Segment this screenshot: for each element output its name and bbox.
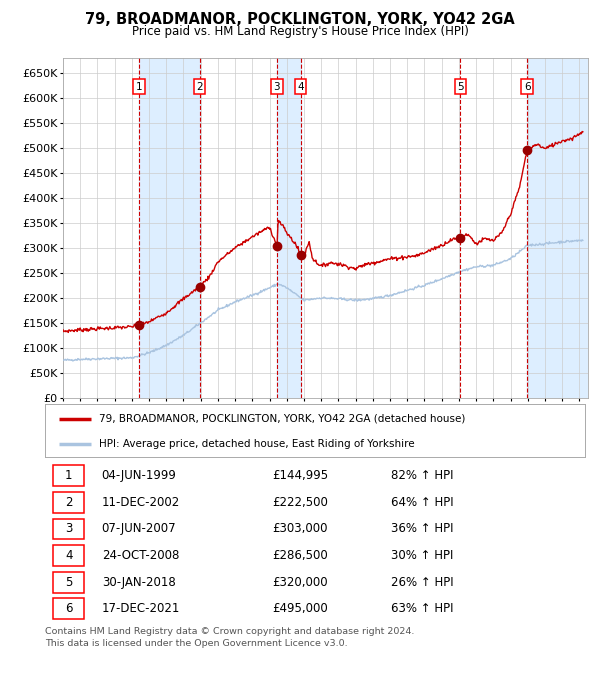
FancyBboxPatch shape [53,572,85,593]
Text: 3: 3 [65,522,73,535]
Text: 30-JAN-2018: 30-JAN-2018 [101,576,175,589]
Text: Contains HM Land Registry data © Crown copyright and database right 2024.: Contains HM Land Registry data © Crown c… [45,627,415,636]
Text: 6: 6 [524,82,530,92]
Text: HPI: Average price, detached house, East Riding of Yorkshire: HPI: Average price, detached house, East… [99,439,415,449]
Bar [139,58,200,398]
Text: 07-JUN-2007: 07-JUN-2007 [101,522,176,535]
Text: Price paid vs. HM Land Registry's House Price Index (HPI): Price paid vs. HM Land Registry's House … [131,25,469,38]
Text: £495,000: £495,000 [272,602,328,615]
Text: 4: 4 [298,82,304,92]
FancyBboxPatch shape [53,492,85,513]
Text: 2: 2 [196,82,203,92]
Text: 26% ↑ HPI: 26% ↑ HPI [391,576,453,589]
Text: 6: 6 [65,602,73,615]
Text: 5: 5 [65,576,73,589]
Text: £144,995: £144,995 [272,469,328,482]
Text: 1: 1 [136,82,142,92]
Text: 3: 3 [274,82,280,92]
Text: 64% ↑ HPI: 64% ↑ HPI [391,496,453,509]
Text: 24-OCT-2008: 24-OCT-2008 [101,549,179,562]
Text: 11-DEC-2002: 11-DEC-2002 [101,496,180,509]
Text: 4: 4 [65,549,73,562]
Text: 63% ↑ HPI: 63% ↑ HPI [391,602,453,615]
Text: £303,000: £303,000 [272,522,328,535]
Text: 30% ↑ HPI: 30% ↑ HPI [391,549,453,562]
FancyBboxPatch shape [53,598,85,619]
Bar [277,58,301,398]
Text: 36% ↑ HPI: 36% ↑ HPI [391,522,453,535]
Bar [527,58,588,398]
Text: £320,000: £320,000 [272,576,328,589]
Text: 2: 2 [65,496,73,509]
Text: 17-DEC-2021: 17-DEC-2021 [101,602,180,615]
FancyBboxPatch shape [53,465,85,486]
FancyBboxPatch shape [53,545,85,566]
Text: 5: 5 [457,82,464,92]
Text: £222,500: £222,500 [272,496,328,509]
Text: 1: 1 [65,469,73,482]
Text: This data is licensed under the Open Government Licence v3.0.: This data is licensed under the Open Gov… [45,639,347,648]
Text: 79, BROADMANOR, POCKLINGTON, YORK, YO42 2GA (detached house): 79, BROADMANOR, POCKLINGTON, YORK, YO42 … [99,413,466,424]
Text: 82% ↑ HPI: 82% ↑ HPI [391,469,453,482]
FancyBboxPatch shape [53,519,85,539]
Text: 04-JUN-1999: 04-JUN-1999 [101,469,176,482]
Text: £286,500: £286,500 [272,549,328,562]
Text: 79, BROADMANOR, POCKLINGTON, YORK, YO42 2GA: 79, BROADMANOR, POCKLINGTON, YORK, YO42 … [85,12,515,27]
